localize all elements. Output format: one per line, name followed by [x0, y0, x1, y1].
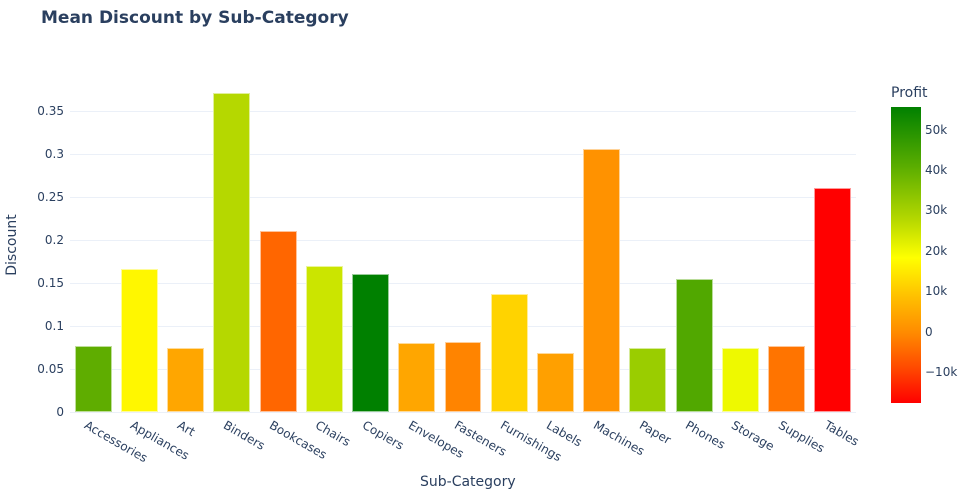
colorbar-title: Profit — [891, 85, 928, 101]
plot-area: 0 0.05 0.1 0.15 0.2 0.25 0.3 0.35 Accessories App… — [37, 90, 861, 465]
colorbar-tick-label: −10k — [925, 364, 958, 379]
bar-appliances[interactable] — [120, 269, 158, 412]
bar-storage[interactable] — [721, 347, 759, 412]
y-tick-label: 0.15 — [37, 276, 64, 291]
chart-title: Mean Discount by Sub-Category — [41, 8, 349, 28]
colorbar-tick-label: 30k — [925, 203, 948, 218]
bar-copiers[interactable] — [352, 273, 390, 412]
bar-phones[interactable] — [675, 278, 713, 412]
gridline — [70, 197, 856, 199]
y-tick-label: 0.3 — [44, 147, 64, 162]
x-tick-label: Machines — [590, 418, 647, 459]
bar-chairs[interactable] — [305, 266, 343, 412]
bar-furnishings[interactable] — [490, 293, 528, 412]
bar-accessories[interactable] — [74, 345, 112, 412]
bar-bookcases[interactable] — [259, 230, 297, 412]
y-tick-label: 0.2 — [44, 233, 64, 248]
colorbar-tick-label: 10k — [925, 284, 948, 299]
gridline — [70, 326, 856, 328]
x-tick-label: Storage — [729, 418, 778, 454]
gridline — [70, 412, 856, 413]
colorbar-tick-label: 20k — [925, 243, 948, 258]
bar-supplies[interactable] — [768, 345, 806, 412]
y-tick-label: 0.35 — [37, 104, 64, 119]
y-tick-label: 0.25 — [37, 190, 64, 205]
bar-labels[interactable] — [536, 352, 574, 412]
bar-fasteners[interactable] — [444, 341, 482, 412]
bar-machines[interactable] — [583, 149, 621, 412]
x-tick-label: Supplies — [775, 418, 827, 456]
bar-binders[interactable] — [213, 92, 251, 412]
colorbar — [891, 107, 921, 403]
y-tick-label: 0 — [56, 405, 64, 419]
bar-envelopes[interactable] — [398, 343, 436, 412]
gridline — [70, 283, 856, 285]
colorbar-tick-label: 0 — [925, 324, 933, 339]
bar-paper[interactable] — [629, 347, 667, 412]
x-tick-label: Copiers — [359, 418, 406, 453]
x-tick-label: Tables — [821, 418, 862, 449]
y-tick-label: 0.05 — [37, 362, 64, 377]
colorbar-tick-label: 40k — [925, 162, 948, 177]
bar-tables[interactable] — [814, 187, 852, 412]
gridline — [70, 154, 856, 156]
x-axis-title: Sub-Category — [420, 474, 516, 490]
x-tick-label: Art — [174, 418, 198, 440]
bar-art[interactable] — [167, 348, 205, 412]
y-axis-title: Discount — [4, 214, 20, 276]
gridline — [70, 240, 856, 242]
x-tick-label: Binders — [220, 418, 268, 453]
colorbar-tick-label: 50k — [925, 122, 948, 137]
gridline — [70, 111, 856, 113]
y-tick-label: 0.1 — [44, 319, 64, 334]
x-tick-label: Phones — [683, 418, 728, 452]
